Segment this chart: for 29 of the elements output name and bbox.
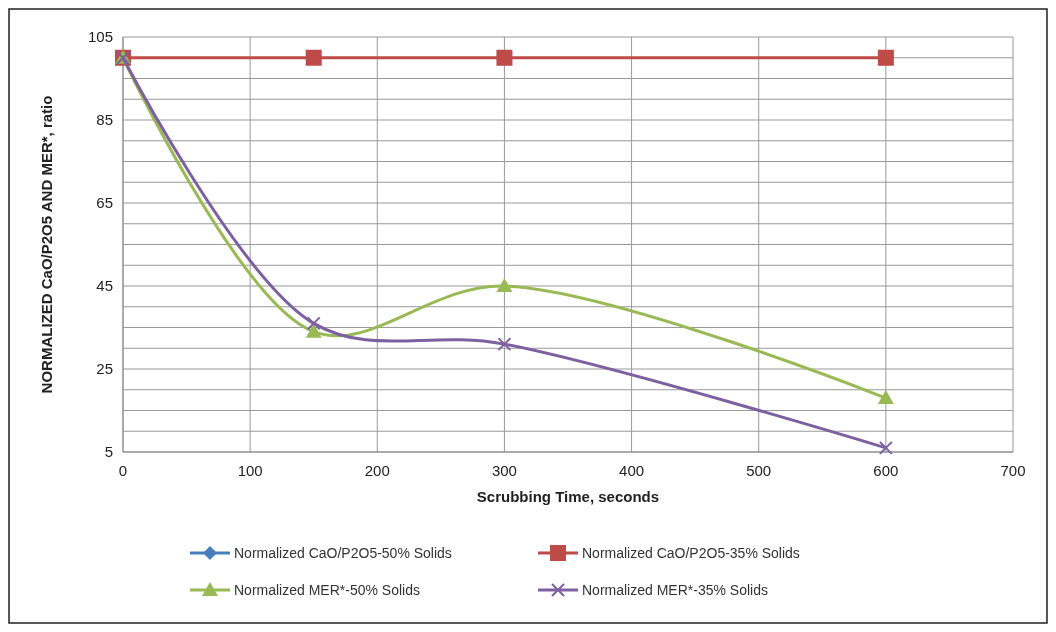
x-tick-label: 400 <box>619 462 645 479</box>
point <box>305 323 322 338</box>
point <box>496 49 513 66</box>
point <box>306 316 321 331</box>
y-tick-label: 5 <box>104 443 113 460</box>
x-tick-label: 100 <box>237 462 263 479</box>
x-tick-label: 200 <box>364 462 390 479</box>
x-tick-label: 700 <box>1000 462 1026 479</box>
point <box>496 278 513 292</box>
point <box>877 49 894 66</box>
point <box>497 337 512 352</box>
y-tick-label: 45 <box>96 277 113 294</box>
legend-label: Normalized CaO/P2O5-50% Solids <box>234 545 452 561</box>
legend-label: Normalized MER*-50% Solids <box>234 582 420 598</box>
y-tick-label: 85 <box>96 111 113 128</box>
x-tick-label: 500 <box>746 462 772 479</box>
point <box>877 390 894 405</box>
y-tick-label: 25 <box>96 360 113 377</box>
y-tick-label: 105 <box>87 28 113 45</box>
x-axis-title: Scrubbing Time, seconds <box>476 488 660 505</box>
legend-label: Normalized CaO/P2O5-35% Solids <box>582 545 800 561</box>
x-tick-label: 600 <box>873 462 899 479</box>
legend-label: Normalized MER*-35% Solids <box>582 582 768 598</box>
x-tick-label: 300 <box>491 462 517 479</box>
y-tick-label: 65 <box>96 194 113 211</box>
point <box>878 440 893 455</box>
x-tick-label: 0 <box>118 462 128 479</box>
y-axis-title: NORMALIZED CaO/P2O5 AND MER*, ratio <box>38 95 55 394</box>
point <box>305 49 322 66</box>
